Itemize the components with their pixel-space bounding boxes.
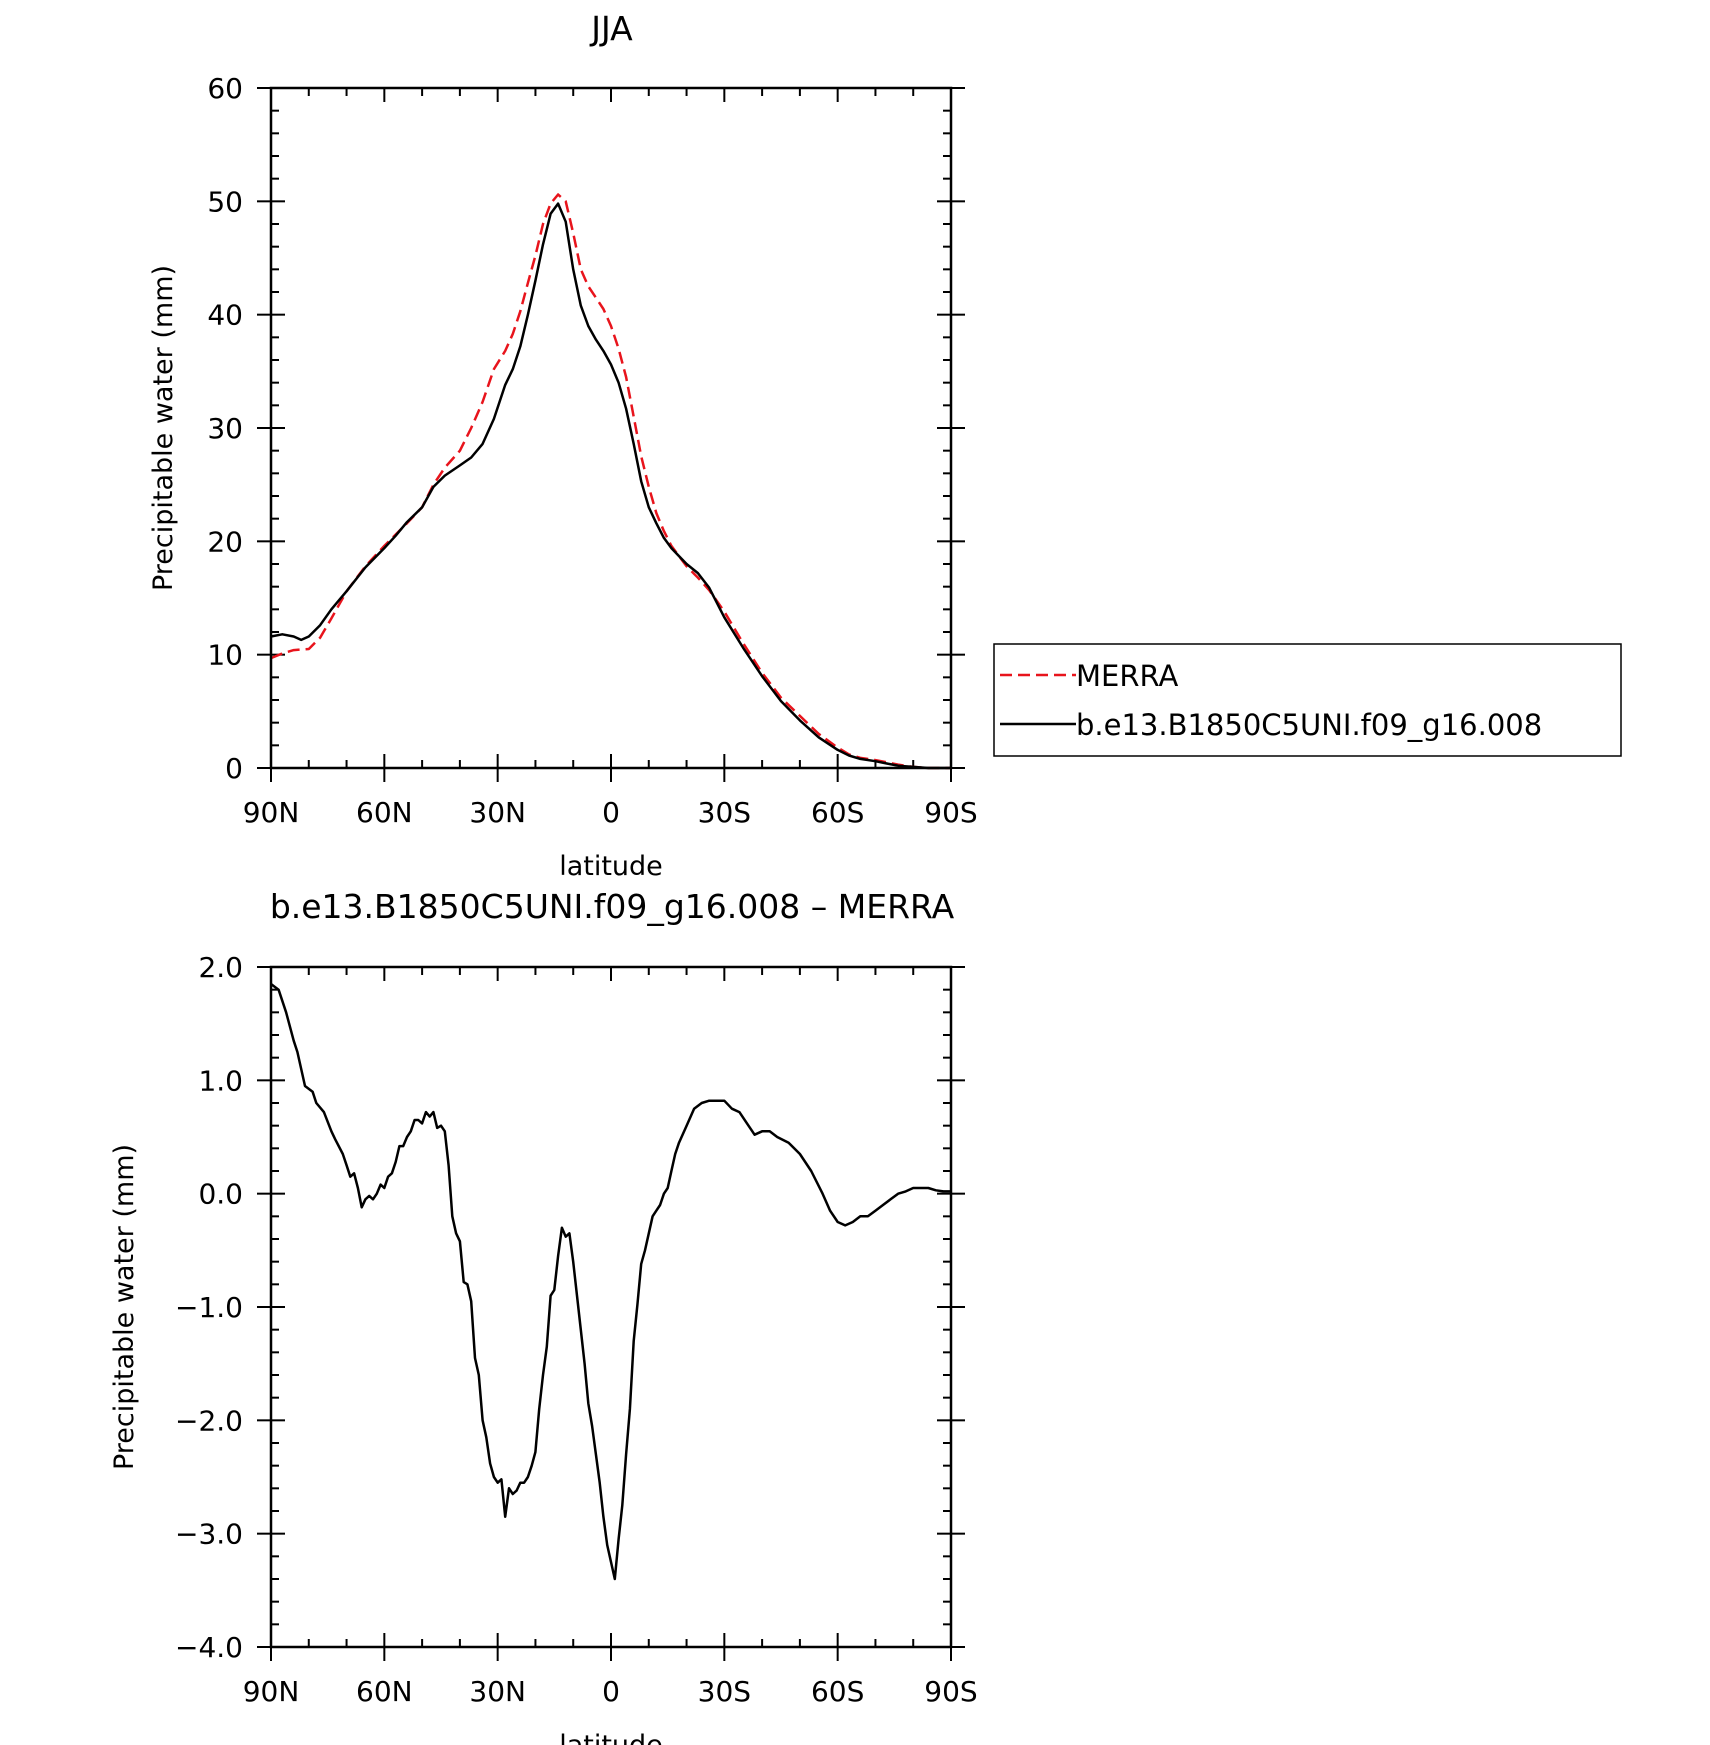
series-line-1 <box>270 202 951 770</box>
x-tick-label: 60S <box>811 1675 864 1708</box>
bottom-chart-title: b.e13.B1850C5UNI.f09_g16.008 – MERRA <box>270 887 955 926</box>
y-tick-label: 0 <box>225 752 243 785</box>
x-tick-label: 90N <box>243 1675 300 1708</box>
bottom-plot-frame <box>269 965 953 1649</box>
y-tick-label: 40 <box>207 299 243 332</box>
y-tick-label: 1.0 <box>198 1064 243 1097</box>
top-chart-title: JJA <box>589 9 633 48</box>
x-tick-label: 60N <box>356 796 413 829</box>
y-tick-label: −4.0 <box>175 1631 243 1664</box>
series-line-0 <box>270 983 951 1581</box>
top-x-axis-label: latitude <box>559 851 663 882</box>
legend-label-merra: MERRA <box>1076 659 1178 693</box>
top-axis-ticks: 90N 60N 30N 0 30S 60S 90S 0 10 20 30 40 50 60 <box>207 72 977 829</box>
y-tick-label: 0.0 <box>198 1178 243 1211</box>
legend: MERRA b.e13.B1850C5UNI.f09_g16.008 <box>993 643 1622 757</box>
top-plot-frame <box>269 86 953 770</box>
y-tick-label: −2.0 <box>175 1404 243 1437</box>
top-series-lines <box>270 193 951 770</box>
bottom-y-axis-label: Precipitable water (mm) <box>109 1144 140 1470</box>
top-y-axis-label: Precipitable water (mm) <box>148 265 179 591</box>
legend-label-model: b.e13.B1850C5UNI.f09_g16.008 <box>1076 708 1542 742</box>
x-tick-label: 0 <box>602 1675 620 1708</box>
bottom-axis-ticks: 90N 60N 30N 0 30S 60S 90S 2.0 1.0 0.0 −1.0 −2.0 −3.0… <box>175 951 978 1708</box>
x-tick-label: 60S <box>811 796 864 829</box>
y-tick-label: −3.0 <box>175 1518 243 1551</box>
y-tick-label: 60 <box>207 72 243 105</box>
series-line-0 <box>270 193 951 770</box>
x-tick-label: 90S <box>924 1675 977 1708</box>
y-tick-label: 50 <box>207 185 243 218</box>
bottom-series-lines <box>270 983 951 1581</box>
x-tick-label: 90N <box>243 796 300 829</box>
y-tick-label: −1.0 <box>175 1291 243 1324</box>
y-tick-label: 10 <box>207 639 243 672</box>
x-tick-label: 30N <box>469 796 526 829</box>
x-tick-label: 90S <box>924 796 977 829</box>
x-tick-label: 60N <box>356 1675 413 1708</box>
y-tick-label: 2.0 <box>198 951 243 984</box>
y-tick-label: 20 <box>207 525 243 558</box>
x-tick-label: 30S <box>698 796 751 829</box>
x-tick-label: 30N <box>469 1675 526 1708</box>
x-tick-label: 30S <box>698 1675 751 1708</box>
y-tick-label: 30 <box>207 412 243 445</box>
legend-frame <box>993 643 1622 757</box>
x-tick-label: 0 <box>602 796 620 829</box>
bottom-panel: b.e13.B1850C5UNI.f09_g16.008 – MERRA 90N… <box>109 887 978 1745</box>
top-panel: JJA 90N 60N 30N 0 30S 60S 90S 0 10 20 30 40 50 60 lat… <box>148 9 1622 882</box>
bottom-x-axis-label: latitude <box>559 1730 663 1745</box>
